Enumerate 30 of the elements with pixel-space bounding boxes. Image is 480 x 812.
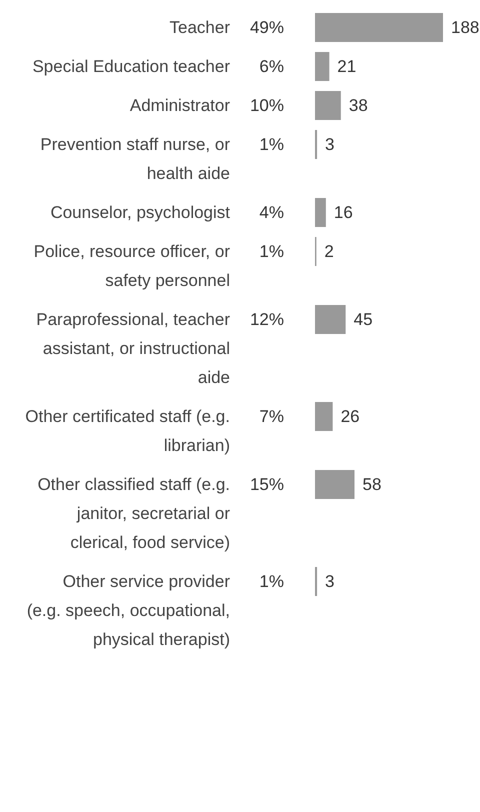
text: 12% <box>250 310 284 329</box>
y-tick-label: Police, resource officer, or safety personnel <box>34 242 230 290</box>
data-label: 2 <box>324 242 334 261</box>
y-tick-label: Paraprofessional, teacher assistant, or instructional aide <box>36 310 230 387</box>
text: 1% <box>259 135 284 154</box>
text: 1% <box>259 242 284 261</box>
data-label: 21 <box>337 57 356 76</box>
data-label: 3 <box>325 135 335 154</box>
text: 4% <box>259 203 284 222</box>
data-label: 45 <box>354 310 373 329</box>
data-label: 188 <box>451 18 480 37</box>
text: 1% <box>259 572 284 591</box>
y-tick-label: Special Education teacher <box>32 57 230 76</box>
text: 6% <box>259 57 284 76</box>
text: 15% <box>250 475 284 494</box>
data-label: 58 <box>362 475 382 494</box>
y-tick-label: Other service provider (e.g. speech, occupational, physical therapist) <box>26 572 230 649</box>
y-tick-label: Teacher <box>170 18 230 37</box>
text: 10% <box>250 96 284 115</box>
data-label: 3 <box>325 572 335 591</box>
y-tick-label: Other certificated staff (e.g. librarian) <box>25 407 230 455</box>
y-tick-label: Other classified staff (e.g. janitor, secretarial or clerical, food service) <box>38 475 230 552</box>
data-label: 26 <box>340 407 360 426</box>
data-label: 16 <box>334 203 353 222</box>
text: 7% <box>259 407 284 426</box>
y-tick-label: Administrator <box>130 96 230 115</box>
y-tick-label: Counselor, psychologist <box>50 203 230 222</box>
text: 49% <box>250 18 284 37</box>
y-tick-label: Prevention staff nurse, or health aide <box>40 135 230 183</box>
data-label: 38 <box>348 96 368 115</box>
